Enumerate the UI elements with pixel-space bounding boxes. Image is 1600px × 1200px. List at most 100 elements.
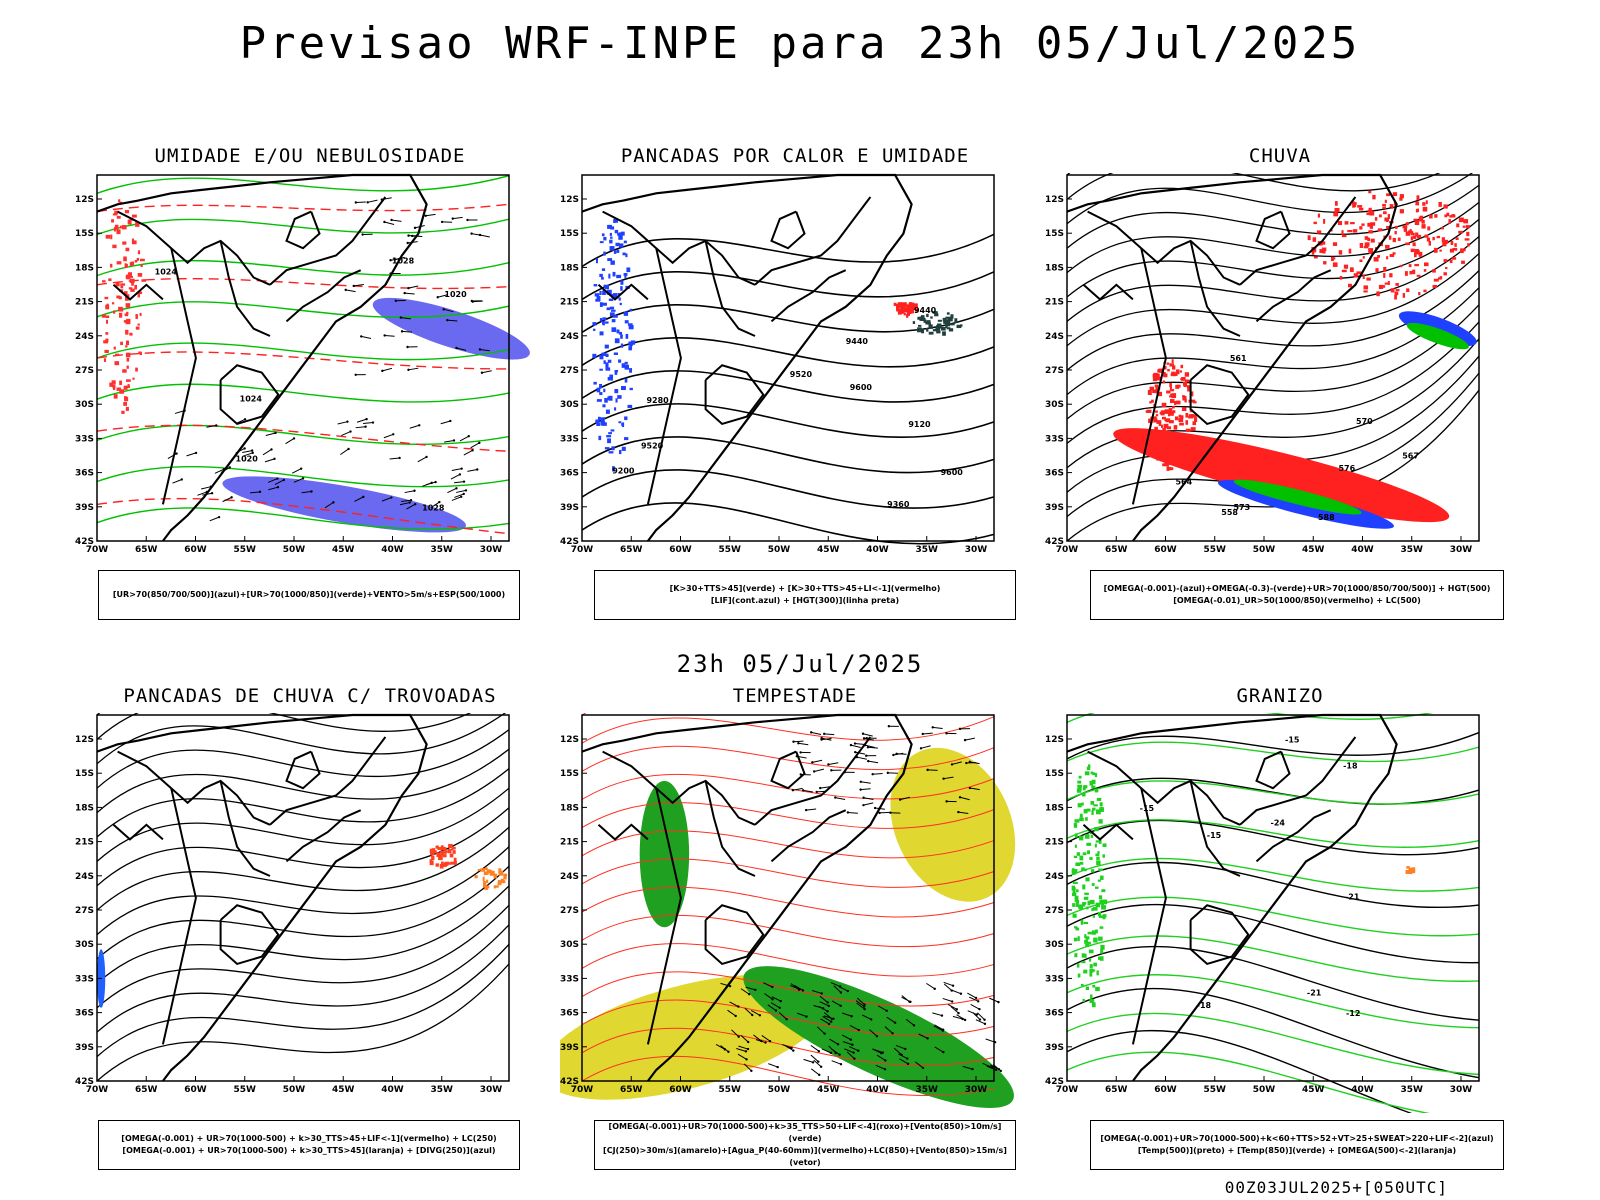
lon-tick-label: 65W	[1105, 545, 1128, 555]
lat-tick-label: 15S	[560, 769, 579, 779]
wind-vectors	[715, 981, 1003, 1077]
hgt500-streamlines	[1066, 173, 1480, 542]
legend-line: [OMEGA(-0.001) + UR>70(1000-500) + k>30_…	[122, 1146, 496, 1155]
red-area	[429, 843, 457, 869]
coastline-borders	[1066, 713, 1398, 1082]
contour-label: -15	[1207, 831, 1222, 840]
map-background	[97, 715, 509, 1081]
lat-tick-label: 18S	[560, 263, 579, 273]
rain-red-area	[1113, 428, 1450, 523]
legend-line: [Temp(500)](preto) + [Temp(850)](verde) …	[1137, 1146, 1457, 1155]
contour-label: 9200	[612, 466, 635, 475]
lon-tick-label: 70W	[571, 545, 594, 555]
contour-label: 567	[1402, 451, 1419, 460]
lat-tick-label: 12S	[75, 735, 94, 745]
thickness-red-dashed	[96, 203, 510, 535]
lon-tick-label: 55W	[1204, 545, 1227, 555]
coastline-borders	[581, 173, 913, 542]
lat-tick-label: 39S	[75, 1043, 94, 1053]
lat-tick-label: 24S	[75, 872, 94, 882]
lat-tick-label: 36S	[1045, 1009, 1064, 1019]
contour-label: -21	[1307, 989, 1322, 998]
contour-label: 9520	[641, 442, 664, 451]
lat-tick-label: 21S	[1045, 298, 1064, 308]
lat-tick-label: 39S	[1045, 503, 1064, 513]
lon-tick-label: 65W	[135, 1085, 158, 1095]
lon-tick-label: 55W	[1204, 1085, 1227, 1095]
lat-tick-label: 33S	[1045, 434, 1064, 444]
lon-tick-label: 35W	[916, 545, 939, 555]
footer-run-info: 00Z03JUL2025+[050UTC]	[1224, 1178, 1448, 1197]
contour-label: 9120	[908, 420, 931, 429]
lat-tick-label: 24S	[560, 872, 579, 882]
lat-tick-label: 33S	[75, 974, 94, 984]
lat-tick-label: 18S	[560, 803, 579, 813]
lat-tick-label: 39S	[560, 503, 579, 513]
lat-tick-label: 30S	[75, 940, 94, 950]
map-umidade: 1020 1024 1028 1020 1024 1028 12S 15S 18S 21S 24S 2…	[75, 173, 530, 555]
rain-green-area	[1406, 322, 1469, 350]
legend-line: [K>30+TTS>45](verde) + [K>30+TTS>45+LI<-…	[669, 584, 941, 593]
lat-tick-label: 30S	[1045, 400, 1064, 410]
lat-tick-label: 33S	[560, 974, 579, 984]
panel-title: PANCADAS POR CALOR E UMIDADE	[620, 145, 970, 167]
lon-tick-label: 45W	[1302, 1085, 1325, 1095]
lon-tick-label: 30W	[480, 545, 503, 555]
lat-tick-label: 36S	[75, 469, 94, 479]
lat-tick-label: 12S	[1045, 735, 1064, 745]
contour-label: -24	[1271, 818, 1286, 827]
lat-tick-label: 21S	[75, 298, 94, 308]
contour-label: 9600	[850, 383, 873, 392]
map-background	[582, 175, 994, 541]
lon-tick-label: 70W	[1056, 545, 1079, 555]
panel-title: PANCADAS DE CHUVA C/ TROVOADAS	[123, 685, 497, 707]
lon-tick-label: 55W	[234, 545, 257, 555]
contour-label: 1024	[240, 395, 263, 404]
lon-tick-label: 45W	[1302, 545, 1325, 555]
legend-box: [OMEGA(-0.001)+UR>70(1000-500)+k>35_TTS>…	[594, 1120, 1016, 1170]
lon-tick-label: 70W	[86, 1085, 109, 1095]
lon-tick-label: 40W	[1351, 545, 1374, 555]
lat-tick-label: 42S	[1045, 1077, 1064, 1087]
lat-tick-label: 15S	[1045, 769, 1064, 779]
lat-tick-label: 27S	[75, 366, 94, 376]
legend-line: [OMEGA(-0.001)+UR>70(1000-500)+k<60+TTS>…	[1100, 1134, 1494, 1143]
lat-tick-label: 27S	[75, 906, 94, 916]
lat-tick-label: 21S	[560, 838, 579, 848]
lon-tick-label: 40W	[1351, 1085, 1374, 1095]
lat-tick-label: 33S	[560, 434, 579, 444]
lon-tick-label: 65W	[620, 1085, 643, 1095]
lat-tick-label: 39S	[560, 1043, 579, 1053]
contour-label: -18	[1197, 1001, 1212, 1010]
lat-tick-label: 42S	[1045, 537, 1064, 547]
lat-tick-label: 15S	[1045, 229, 1064, 239]
contour-labels: 9600 9600 9520 9440 9280 9200 9120 9520 9440 9360	[612, 306, 963, 509]
lon-tick-label: 60W	[184, 1085, 207, 1095]
lon-tick-label: 50W	[283, 1085, 306, 1095]
legend-line: [OMEGA(-0.001)+UR>70(1000-500)+k>35_TTS>…	[608, 1122, 1002, 1143]
contour-labels: 588 576 573 570 567 564 561 558	[1175, 354, 1418, 522]
lat-tick-label: 24S	[560, 332, 579, 342]
lon-tick-label: 50W	[283, 545, 306, 555]
lat-tick-label: 12S	[1045, 195, 1064, 205]
contour-label: 573	[1233, 503, 1250, 512]
contour-label: 561	[1230, 354, 1247, 363]
lon-tick-label: 35W	[1401, 545, 1424, 555]
coastline-borders	[581, 713, 913, 1082]
lon-tick-label: 35W	[916, 1085, 939, 1095]
legend-line: [OMEGA(-0.001) + UR>70(1000-500) + k>30_…	[121, 1134, 497, 1143]
lat-tick-label: 18S	[75, 263, 94, 273]
coastline-borders	[96, 173, 428, 542]
lon-tick-label: 35W	[1401, 1085, 1424, 1095]
wind-green-area	[639, 780, 690, 928]
lat-tick-label: 18S	[1045, 803, 1064, 813]
lat-tick-label: 27S	[560, 366, 579, 376]
lon-tick-label: 45W	[332, 1085, 355, 1095]
lat-tick-label: 18S	[75, 803, 94, 813]
contour-label: 1028	[392, 257, 415, 266]
contour-label: 558	[1221, 508, 1238, 517]
legend-box: [UR>70(850/700/500)](azul)+[UR>70(1000/8…	[98, 570, 520, 620]
